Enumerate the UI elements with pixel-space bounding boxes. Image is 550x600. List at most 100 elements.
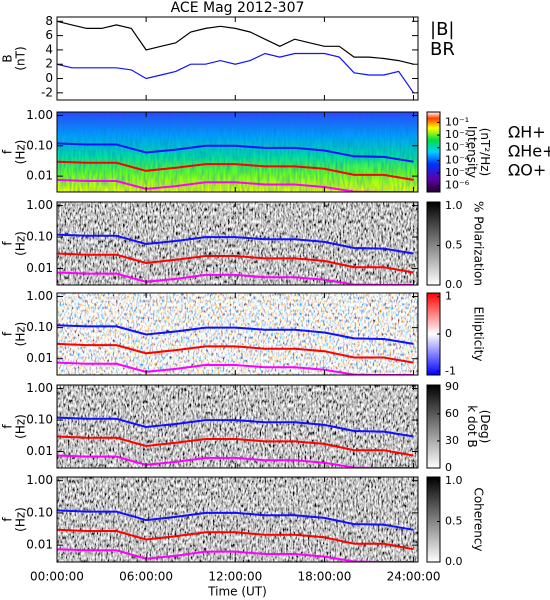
y-tick-label: 1.00 [26,289,53,303]
colorbar-tick-label: 1.0 [445,199,463,212]
plot-frame [56,292,419,376]
series-line [57,416,414,438]
plot-frame [56,201,419,286]
y-axis-label: f [1,331,15,336]
colorbar [426,476,441,563]
plot-frame [56,476,419,563]
colorbar-label: (Deg) [478,410,492,444]
x-tick-label: 18:00:00 [297,570,351,584]
y-tick-label: 0.01 [26,538,53,552]
y-tick-label: 0.10 [26,138,53,152]
y-tick-label: 6 [45,28,53,42]
y-tick-label: 0 [45,71,53,85]
y-tick-label: 0.10 [26,413,53,427]
y-axis-label: B [1,54,15,62]
spectrogram [57,202,418,285]
series-line [57,252,414,274]
series-line [57,528,414,551]
colorbar-tick-label: 10⁻⁶ [445,179,470,192]
plot-frame [56,16,419,101]
colorbar [426,201,441,286]
colorbar-tick-label: 0.0 [445,278,463,291]
y-axis-label: (Hz) [14,140,28,165]
y-tick-label: 0.01 [26,169,53,183]
series-line [57,342,414,364]
colorbar-tick-label: 10⁻¹ [445,115,469,128]
y-tick-label: 0.01 [26,261,53,275]
legend-label: ΩHe+ [508,142,550,161]
series-line [57,142,414,163]
colorbar-tick-label: 60 [445,407,459,420]
y-tick-label: 4 [45,42,53,56]
chart-title: ACE Mag 2012-307 [171,0,305,16]
plot-frame [56,111,419,193]
x-tick-label: 24:00:00 [387,570,441,584]
y-axis-label: f [1,517,15,522]
x-tick-label: 12:00:00 [208,570,262,584]
series-line [57,52,414,94]
lines [57,20,414,94]
colorbar-tick-label: 30 [445,434,459,447]
colorbar-tick-label: 10⁻⁵ [445,166,469,179]
colorbar-tick-label: 1.0 [445,474,463,487]
colorbar-tick-label: -1 [445,364,456,377]
colorbar-label: Intensity [465,126,479,178]
y-tick-label: 2 [45,57,53,71]
y-tick-label: 0.10 [26,505,53,519]
plot-frame [56,384,419,469]
x-tick-label: 06:00:00 [119,570,173,584]
series-line [57,20,414,65]
colorbar-label: Ellipticity [472,307,486,362]
colorbar-label: k dot B [465,405,479,447]
series-line [57,233,414,255]
legend-label: BR [430,39,455,60]
colorbar-tick-label: 0.5 [445,515,463,528]
series-line [57,509,414,531]
colorbar-tick-label: 0.5 [445,238,463,251]
legend-label: |B| [430,19,454,40]
colorbar-tick-label: 90 [445,380,459,393]
colorbar-tick-label: 10⁻³ [445,141,469,154]
legend-label: ΩO+ [508,161,546,180]
y-axis-label: f [1,241,15,246]
x-axis-label: Time (UT) [207,585,267,599]
spectrogram [57,477,418,562]
colorbar-label: (nT²/Hz) [478,128,492,176]
colorbar-tick-label: 0.0 [445,555,463,568]
spectrogram-texture [57,112,418,192]
legend-label: ΩH+ [508,123,546,142]
y-tick-label: 1.00 [26,473,53,487]
y-axis-label: f [1,149,15,154]
colorbar-tick-label: 10⁻⁴ [445,153,470,166]
y-tick-label: 1.00 [26,108,53,122]
colorbar-tick-label: 0 [445,461,452,474]
y-tick-label: 8 [45,14,53,28]
series-line [57,160,414,181]
colorbar-tick-label: 1 [445,290,452,303]
spectrogram [57,293,418,375]
y-tick-label: 0.10 [26,320,53,334]
series-line [57,435,414,457]
y-tick-label: 0.01 [26,444,53,458]
colorbar-label: % Polarization [472,201,486,286]
y-axis-label: (nT) [14,46,28,70]
colorbar-tick-label: 10⁻² [445,128,469,141]
y-tick-label: 1.00 [26,381,53,395]
y-axis-label: (Hz) [14,414,28,439]
colorbar [426,384,441,469]
y-axis-label: f [1,424,15,429]
y-axis-label: (Hz) [14,507,28,532]
colorbar [426,111,441,193]
series-line [57,324,414,345]
y-axis-label: (Hz) [14,322,28,347]
y-tick-label: 0.01 [26,351,53,365]
colorbar-tick-label: 0 [445,327,452,340]
colorbar-label: Coherency [472,487,486,551]
y-tick-label: 0.10 [26,230,53,244]
spectrogram [57,385,418,468]
y-tick-label: -2 [41,85,53,99]
x-tick-label: 00:00:00 [30,570,84,584]
y-axis-label: (Hz) [14,231,28,256]
y-tick-label: 1.00 [26,198,53,212]
